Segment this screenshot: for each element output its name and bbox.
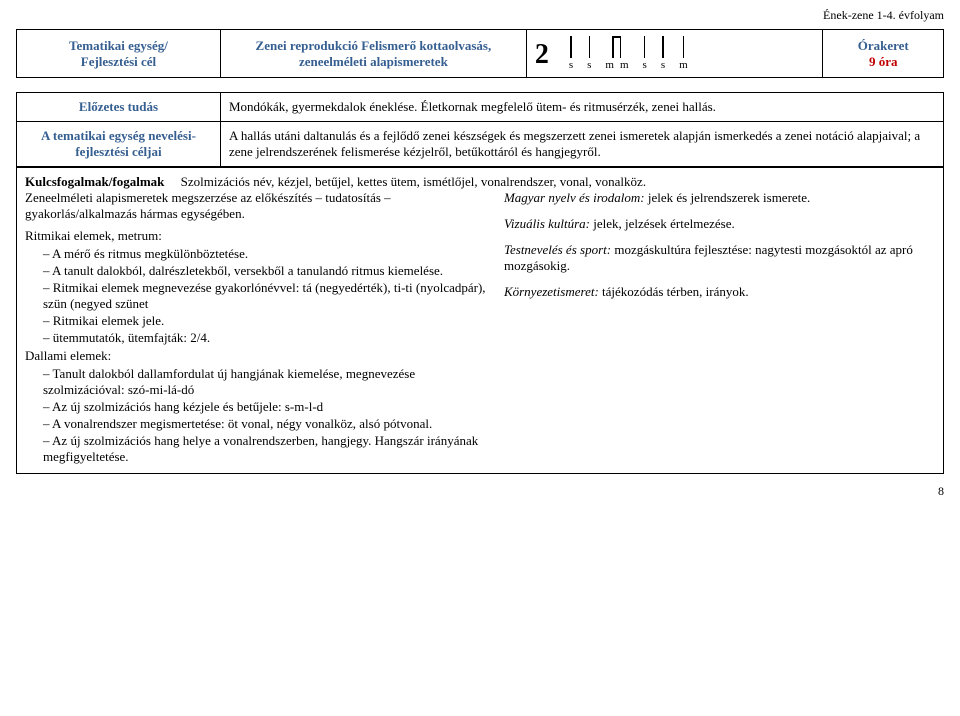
list-item: Az új szolmizációs hang kézjele és betűj… <box>43 399 492 415</box>
list-item: Tanult dalokból dallamfordulat új hangjá… <box>43 366 492 398</box>
unit-col1: Tematikai egység/ Fejlesztési cél <box>17 30 221 78</box>
unit-col4-l2: 9 óra <box>869 54 898 69</box>
row3-label-l2: fejlesztési céljai <box>75 144 161 159</box>
unit-col4-l1: Órakeret <box>858 38 909 53</box>
note-6: m <box>679 36 688 71</box>
note-5: s <box>661 36 665 71</box>
note-1: s <box>587 36 591 71</box>
row3-label-l1: A tematikai egység nevelési- <box>41 128 196 143</box>
dallami-title: Dallami elemek: <box>25 348 492 364</box>
cross-ref-3: Testnevelés és sport: mozgáskultúra fejl… <box>504 242 935 274</box>
body-right: Magyar nyelv és irodalom: jelek és jelre… <box>504 190 935 467</box>
note-0: s <box>569 36 573 71</box>
row3-label: A tematikai egység nevelési- fejlesztési… <box>17 122 221 167</box>
body-left-intro: Zeneelméleti alapismeretek megszerzése a… <box>25 190 492 222</box>
row2-label: Előzetes tudás <box>17 93 221 122</box>
cross-ref-4: Környezetismeret: tájékozódás térben, ir… <box>504 284 935 300</box>
unit-col4: Órakeret 9 óra <box>823 30 944 78</box>
row2-text: Mondókák, gyermekdalok éneklése. Életkor… <box>220 93 943 122</box>
list-item: Az új szolmizációs hang helye a vonalren… <box>43 433 492 465</box>
list-item: A mérő és ritmus megkülönböztetése. <box>43 246 492 262</box>
row3-text: A hallás utáni daltanulás és a fejlődő z… <box>220 122 943 167</box>
body-left: Zeneelméleti alapismeretek megszerzése a… <box>25 190 492 467</box>
unit-col2-l1: Zenei reprodukció Felismerő kottaolvasás… <box>256 38 492 53</box>
page-header: Ének-zene 1-4. évfolyam <box>16 8 944 23</box>
rhythm-notation: 2 s s m m s s m <box>535 36 688 71</box>
unit-col1-l2: Fejlesztési cél <box>81 54 156 69</box>
body-table: Kulcsfogalmak/fogalmak Szolmizációs név,… <box>16 167 944 474</box>
list-item: A tanult dalokból, dalrészletekből, vers… <box>43 263 492 279</box>
note-4: s <box>643 36 647 71</box>
unit-header-table: Tematikai egység/ Fejlesztési cél Zenei … <box>16 29 944 78</box>
list-item: ütemmutatók, ütemfajták: 2/4. <box>43 330 492 346</box>
ritmikai-title: Ritmikai elemek, metrum: <box>25 228 492 244</box>
notation-cell: 2 s s m m s s m <box>526 30 823 78</box>
row4-label: Kulcsfogalmak/fogalmak <box>25 174 164 189</box>
unit-col1-l1: Tematikai egység/ <box>69 38 168 53</box>
meta-table: Előzetes tudás Mondókák, gyermekdalok én… <box>16 92 944 167</box>
list-item: Ritmikai elemek jele. <box>43 313 492 329</box>
note-pair-2-3: m m <box>605 36 628 71</box>
list-item: A vonalrendszer megismertetése: öt vonal… <box>43 416 492 432</box>
dallami-list: Tanult dalokból dallamfordulat új hangjá… <box>43 366 492 465</box>
unit-col2: Zenei reprodukció Felismerő kottaolvasás… <box>220 30 526 78</box>
cross-ref-1: Magyar nyelv és irodalom: jelek és jelre… <box>504 190 935 206</box>
ritmikai-list: A mérő és ritmus megkülönböztetése. A ta… <box>43 246 492 346</box>
time-signature: 2 <box>535 39 549 71</box>
page-number: 8 <box>16 484 944 499</box>
list-item: Ritmikai elemek megnevezése gyakorlónévv… <box>43 280 492 312</box>
unit-col2-l2: zeneelméleti alapismeretek <box>299 54 448 69</box>
cross-ref-2: Vizuális kultúra: jelek, jelzések értelm… <box>504 216 935 232</box>
row4-text: Szolmizációs név, kézjel, betűjel, kette… <box>181 174 646 189</box>
body-cell: Kulcsfogalmak/fogalmak Szolmizációs név,… <box>17 168 944 474</box>
